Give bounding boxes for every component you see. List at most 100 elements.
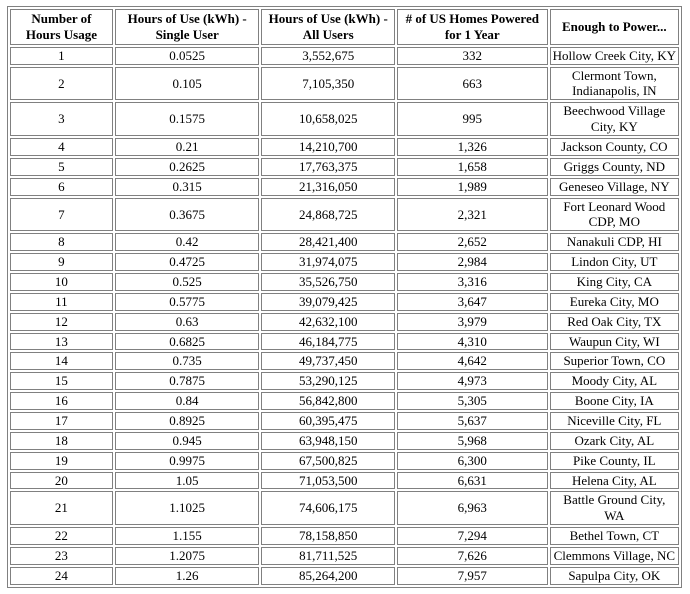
table-cell: 7 [10, 197, 113, 232]
table-cell: 995 [396, 102, 548, 137]
table-cell: Griggs County, ND [549, 157, 679, 176]
table-cell: Boone City, IA [549, 392, 679, 411]
table-cell: 31,974,075 [261, 253, 395, 272]
column-header-kwh-single-user: Hours of Use (kWh) - Single User [114, 9, 260, 45]
table-cell: 2,321 [396, 197, 548, 232]
table-row: 2 0.105 7,105,350 663 Clermont Town, Indiana… [10, 66, 679, 101]
column-header-kwh-all-users: Hours of Use (kWh) - All Users [261, 9, 395, 45]
table-cell: 11 [10, 292, 113, 311]
table-cell: Helena City, AL [549, 471, 679, 490]
table-cell: 46,184,775 [261, 332, 395, 351]
table-cell: 17,763,375 [261, 157, 395, 176]
table-cell: 1.155 [114, 527, 260, 546]
table-cell: Niceville City, FL [549, 412, 679, 430]
table-cell: 0.735 [114, 352, 260, 371]
table-cell: 19 [10, 451, 113, 470]
table-cell: 1,326 [396, 138, 548, 156]
table-cell: 35,526,750 [261, 273, 395, 291]
table-cell: 3,552,675 [261, 46, 395, 65]
table-cell: 4,642 [396, 352, 548, 371]
table-row: 10 0.525 35,526,750 3,316 King City, CA [10, 273, 679, 291]
column-header-homes-powered: # of US Homes Powered for 1 Year [396, 9, 548, 45]
table-cell: 56,842,800 [261, 392, 395, 411]
table-cell: Moody City, AL [549, 372, 679, 391]
table-row: 18 0.945 63,948,150 5,968 Ozark City, AL [10, 431, 679, 450]
table-cell: 0.105 [114, 66, 260, 101]
table-cell: 4,310 [396, 332, 548, 351]
table-cell: 3,647 [396, 292, 548, 311]
table-cell: 21,316,050 [261, 177, 395, 196]
table-row: 14 0.735 49,737,450 4,642 Superior Town, CO [10, 352, 679, 371]
table-cell: 7,294 [396, 527, 548, 546]
table-cell: 0.63 [114, 312, 260, 331]
table-cell: 1,989 [396, 177, 548, 196]
table-row: 8 0.42 28,421,400 2,652 Nanakuli CDP, HI [10, 233, 679, 252]
table-cell: 3 [10, 102, 113, 137]
table-cell: 71,053,500 [261, 471, 395, 490]
table-cell: 6,300 [396, 451, 548, 470]
table-row: 21 1.1025 74,606,175 6,963 Battle Ground Cit… [10, 491, 679, 526]
table-cell: Geneseo Village, NY [549, 177, 679, 196]
table-cell: King City, CA [549, 273, 679, 291]
table-cell: 6,631 [396, 471, 548, 490]
table-row: 12 0.63 42,632,100 3,979 Red Oak City, TX [10, 312, 679, 331]
table-cell: 78,158,850 [261, 527, 395, 546]
table-row: 5 0.2625 17,763,375 1,658 Griggs County, ND [10, 157, 679, 176]
table-cell: Beechwood Village City, KY [549, 102, 679, 137]
table-cell: 8 [10, 233, 113, 252]
table-cell: 14,210,700 [261, 138, 395, 156]
table-cell: 0.2625 [114, 157, 260, 176]
table-cell: Bethel Town, CT [549, 527, 679, 546]
table-cell: 7,957 [396, 566, 548, 585]
table-row: 15 0.7875 53,290,125 4,973 Moody City, AL [10, 372, 679, 391]
table-row: 16 0.84 56,842,800 5,305 Boone City, IA [10, 392, 679, 411]
table-cell: 1.26 [114, 566, 260, 585]
energy-usage-table: Number of Hours Usage Hours of Use (kWh)… [7, 6, 682, 588]
table-cell: 2 [10, 66, 113, 101]
table-cell: 85,264,200 [261, 566, 395, 585]
table-cell: 22 [10, 527, 113, 546]
table-row: 9 0.4725 31,974,075 2,984 Lindon City, UT [10, 253, 679, 272]
table-row: 17 0.8925 60,395,475 5,637 Niceville City, F… [10, 412, 679, 430]
table-cell: 332 [396, 46, 548, 65]
table-row: 19 0.9975 67,500,825 6,300 Pike County, IL [10, 451, 679, 470]
header-row: Number of Hours Usage Hours of Use (kWh)… [10, 9, 679, 45]
table-cell: 1.2075 [114, 547, 260, 565]
table-cell: 4 [10, 138, 113, 156]
table-cell: 7,626 [396, 547, 548, 565]
table-cell: 18 [10, 431, 113, 450]
table-cell: 17 [10, 412, 113, 430]
table-cell: 9 [10, 253, 113, 272]
table-cell: 42,632,100 [261, 312, 395, 331]
table-cell: 10 [10, 273, 113, 291]
table-cell: 49,737,450 [261, 352, 395, 371]
table-cell: 67,500,825 [261, 451, 395, 470]
table-cell: Sapulpa City, OK [549, 566, 679, 585]
table-cell: Red Oak City, TX [549, 312, 679, 331]
table-cell: 5,637 [396, 412, 548, 430]
table-cell: Ozark City, AL [549, 431, 679, 450]
table-cell: 23 [10, 547, 113, 565]
column-header-enough-to-power: Enough to Power... [549, 9, 679, 45]
table-cell: 0.315 [114, 177, 260, 196]
table-cell: 0.5775 [114, 292, 260, 311]
table-cell: 20 [10, 471, 113, 490]
table-cell: 16 [10, 392, 113, 411]
table-cell: Clemmons Village, NC [549, 547, 679, 565]
table-cell: 6,963 [396, 491, 548, 526]
table-cell: 5 [10, 157, 113, 176]
table-body: 1 0.0525 3,552,675 332 Hollow Creek City, KY… [10, 46, 679, 585]
table-cell: Pike County, IL [549, 451, 679, 470]
table-cell: 60,395,475 [261, 412, 395, 430]
table-row: 1 0.0525 3,552,675 332 Hollow Creek City, KY [10, 46, 679, 65]
table-cell: 0.42 [114, 233, 260, 252]
table-row: 24 1.26 85,264,200 7,957 Sapulpa City, OK [10, 566, 679, 585]
table-row: 22 1.155 78,158,850 7,294 Bethel Town, CT [10, 527, 679, 546]
table-cell: 6 [10, 177, 113, 196]
table-cell: 3,316 [396, 273, 548, 291]
table-row: 20 1.05 71,053,500 6,631 Helena City, AL [10, 471, 679, 490]
table-cell: 0.4725 [114, 253, 260, 272]
table-row: 13 0.6825 46,184,775 4,310 Waupun City, WI [10, 332, 679, 351]
table-cell: 0.9975 [114, 451, 260, 470]
